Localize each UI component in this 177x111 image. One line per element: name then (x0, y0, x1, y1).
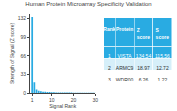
svg-text:1: 1 (108, 53, 111, 60)
svg-text:Strength of Signal (Z score): Strength of Signal (Z score) (9, 23, 15, 84)
svg-text:20: 20 (71, 97, 77, 103)
svg-text:3: 3 (108, 77, 111, 81)
svg-text:134.54: 134.54 (135, 53, 152, 60)
svg-text:10: 10 (49, 97, 55, 103)
svg-text:12.72: 12.72 (156, 65, 169, 72)
svg-text:Protein: Protein (116, 26, 133, 32)
svg-text:30: 30 (93, 97, 99, 103)
svg-text:115.56: 115.56 (154, 53, 170, 60)
svg-text:Zscore: Zscore (137, 27, 151, 40)
svg-text:Signal Rank: Signal Rank (49, 103, 76, 109)
svg-text:6.26: 6.26 (139, 77, 149, 81)
svg-text:1: 1 (31, 97, 34, 103)
svg-text:18.97: 18.97 (137, 65, 150, 72)
svg-text:99: 99 (20, 34, 26, 40)
svg-text:ARMC9: ARMC9 (115, 65, 134, 72)
svg-text:66: 66 (20, 53, 26, 59)
svg-text:33: 33 (20, 71, 26, 77)
svg-text:Sscore: Sscore (156, 27, 170, 40)
svg-text:WDR00: WDR00 (116, 77, 134, 81)
svg-text:Human Protein Microarray Speci: Human Protein Microarray Specificity Val… (25, 1, 151, 7)
svg-text:132: 132 (18, 15, 27, 21)
svg-text:0: 0 (23, 90, 26, 96)
svg-text:VISTA: VISTA (117, 53, 132, 60)
svg-text:1.22: 1.22 (158, 77, 168, 81)
svg-text:Rank: Rank (103, 26, 115, 32)
svg-text:2: 2 (108, 65, 111, 72)
